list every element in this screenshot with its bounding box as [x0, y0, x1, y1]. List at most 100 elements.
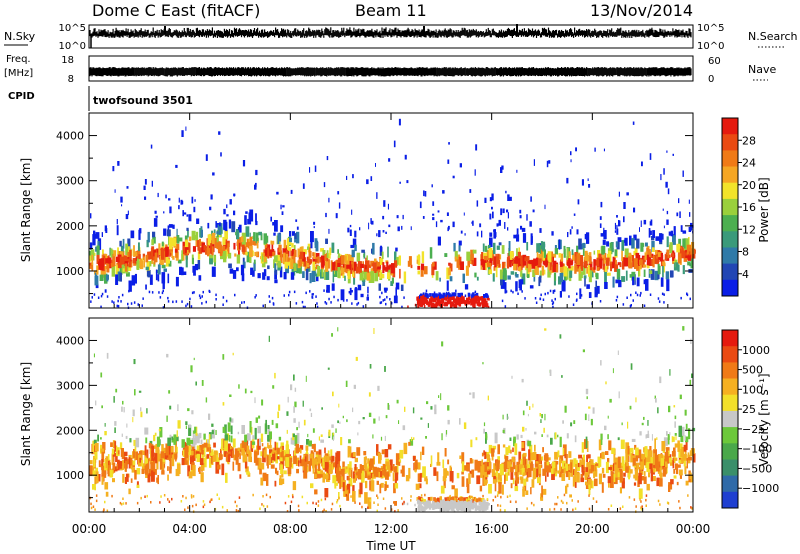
echo-point-735 — [168, 224, 173, 228]
echo-point-1816 — [454, 303, 458, 308]
echo-point-1731 — [469, 298, 473, 303]
echo-point-1591 — [668, 405, 671, 413]
echo-point-1408 — [294, 401, 297, 408]
echo-point-1655 — [475, 498, 479, 503]
echo-point-1054 — [667, 456, 670, 464]
echo-point-1533 — [140, 407, 142, 412]
echo-point-1894 — [384, 298, 386, 301]
echo-point-559 — [274, 263, 277, 273]
echo-point-1444 — [114, 427, 116, 433]
echo-point-1037 — [322, 458, 326, 469]
echo-point-1152 — [613, 474, 616, 482]
echo-point-191 — [520, 478, 524, 484]
echo-point-1482 — [366, 179, 369, 185]
echo-point-1765 — [474, 299, 477, 304]
echo-point-551 — [690, 222, 693, 231]
echo-point-1562 — [666, 219, 669, 225]
echo-point-1577 — [432, 201, 435, 206]
echo-point-1954 — [445, 294, 447, 298]
echo-point-1790 — [451, 296, 454, 301]
echo-point-1427 — [402, 214, 404, 220]
echo-point-1124 — [304, 461, 308, 467]
echo-point-1067 — [102, 474, 105, 482]
echo-point-1838 — [663, 301, 665, 304]
echo-point-1146 — [474, 272, 477, 278]
echo-point-5 — [569, 494, 572, 498]
echo-point-668 — [646, 247, 649, 260]
echo-point-1106 — [409, 439, 414, 446]
echo-point-1109 — [538, 258, 542, 267]
echo-point-1407 — [113, 396, 115, 403]
echo-point-1013 — [572, 476, 575, 487]
echo-point-1965 — [657, 297, 660, 300]
echo-point-380 — [550, 251, 553, 263]
echo-point-1317 — [670, 479, 674, 485]
echo-point-274 — [586, 454, 588, 463]
echo-point-932 — [267, 265, 270, 270]
echo-point-1260 — [154, 252, 158, 263]
echo-point-1437 — [570, 159, 572, 163]
freq-trace — [89, 67, 692, 77]
nsky-tick-bottom: 10^0 — [59, 41, 86, 52]
echo-point-1505 — [643, 219, 647, 225]
echo-point-504 — [322, 473, 325, 478]
echo-point-90 — [500, 278, 505, 289]
echo-point-1373 — [522, 426, 525, 432]
echo-point-1265 — [646, 462, 651, 471]
echo-point-165 — [252, 270, 255, 277]
echo-point-1361 — [334, 477, 337, 489]
echo-point-1590 — [101, 405, 103, 409]
echo-point-1442 — [244, 388, 247, 394]
echo-point-364 — [228, 263, 232, 269]
echo-point-1517 — [569, 229, 572, 235]
echo-point-1034 — [89, 265, 93, 269]
echo-point-1079 — [298, 258, 303, 267]
echo-point-1307 — [590, 459, 594, 465]
echo-point-1207 — [675, 262, 679, 271]
echo-point-1597 — [168, 390, 171, 394]
echo-point-1394 — [663, 225, 665, 229]
echo-point-1399 — [302, 400, 304, 407]
echo-point-1512 — [603, 227, 605, 233]
echo-point-1335 — [447, 159, 450, 164]
echo-point-1850 — [162, 289, 164, 293]
echo-point-175 — [554, 451, 559, 460]
echo-point-1893 — [424, 301, 427, 304]
echo-point-1995 — [479, 303, 482, 306]
echo-point-1250 — [449, 471, 454, 482]
echo-point-181 — [280, 442, 284, 448]
echo-point-1854 — [431, 298, 433, 301]
echo-point-1022 — [638, 255, 640, 266]
echo-point-640 — [395, 287, 397, 298]
echo-point-249 — [503, 461, 507, 472]
echo-point-1440 — [380, 436, 383, 441]
echo-point-621 — [335, 461, 338, 474]
echo-point-685 — [376, 264, 378, 273]
echo-point-1275 — [529, 260, 533, 265]
echo-point-1994 — [689, 297, 691, 301]
echo-point-1370 — [463, 212, 465, 216]
echo-point-863 — [664, 254, 667, 261]
echo-point-1353 — [119, 442, 123, 450]
echo-point-597 — [568, 268, 573, 272]
echo-point-1263 — [566, 261, 571, 266]
echo-point-298 — [517, 251, 521, 262]
echo-point-1496 — [434, 408, 437, 415]
echo-point-836 — [291, 243, 294, 248]
echo-point-266 — [107, 454, 110, 461]
echo-point-1384 — [482, 362, 484, 365]
echo-point-1596 — [368, 392, 371, 397]
echo-point-1213 — [627, 445, 630, 455]
echo-point-166 — [566, 483, 569, 488]
echo-point-756 — [493, 266, 496, 271]
echo-point-749 — [552, 289, 555, 294]
echo-point-1186 — [382, 469, 385, 476]
echo-point-1249 — [274, 269, 278, 275]
echo-point-1481 — [313, 226, 315, 229]
echo-point-522 — [394, 479, 397, 486]
echo-point-1166 — [634, 469, 639, 481]
echo-point-1023 — [487, 462, 490, 467]
y-tick-label-2: 3000 — [56, 175, 84, 188]
echo-point-802 — [355, 263, 358, 270]
echo-point-1118 — [313, 458, 318, 465]
